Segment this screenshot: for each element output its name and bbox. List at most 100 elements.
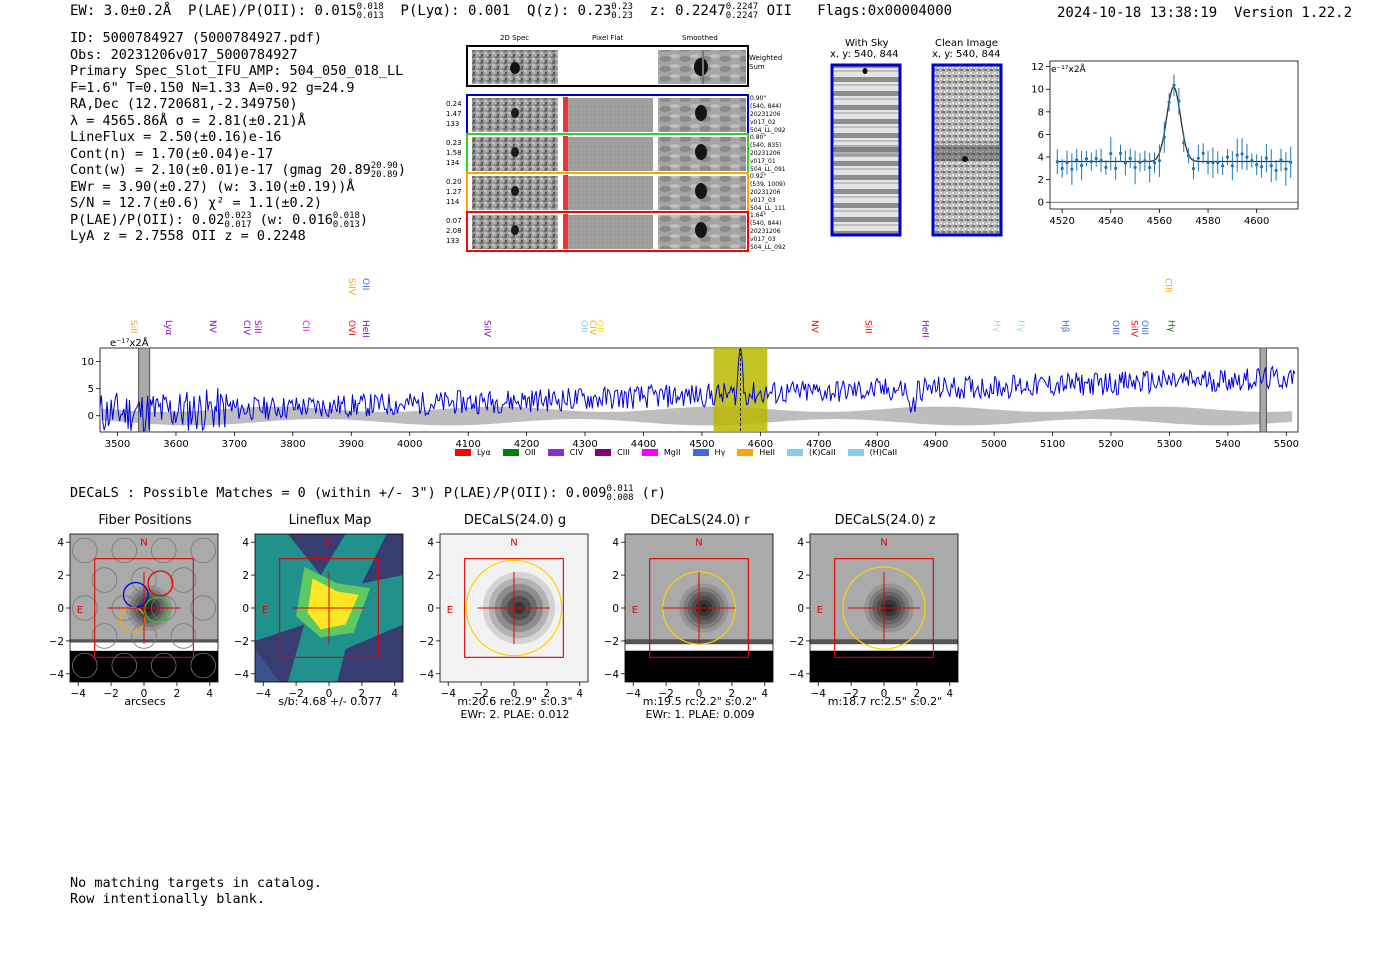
legend-item: OII: [502, 448, 536, 457]
detection-info: ID: 5000784927 (5000784927.pdf) Obs: 202…: [70, 30, 406, 245]
col-2d-spec: 2D Spec: [500, 34, 530, 42]
marker-e: E: [817, 605, 823, 616]
panel-ytick: 0: [242, 603, 249, 615]
fiber-row-info-2: 0.80" (540, 835) 20231206 v017_01 504_LL_091: [750, 134, 786, 173]
summary-flags: Flags:0x00004000: [817, 3, 953, 19]
panel-ytick: 2: [427, 570, 434, 582]
summary-plya: P(Lyα): 0.001: [400, 3, 511, 19]
legend-item: CIII: [595, 448, 630, 457]
legend-swatch: [547, 449, 564, 456]
panel-ytick: −2: [605, 636, 619, 648]
panel-ytick: −2: [790, 636, 804, 648]
zoom-xtick: 4600: [1244, 216, 1269, 227]
panel-xtick: 2: [914, 688, 921, 700]
marker-e: E: [77, 605, 83, 616]
footer-line-1: No matching targets in catalog.: [70, 875, 322, 891]
summary-z: z: 0.2247: [649, 3, 726, 19]
legend-swatch: [737, 449, 754, 456]
info-id: ID: 5000784927 (5000784927.pdf): [70, 30, 322, 46]
weighted-sum-row: [466, 45, 749, 87]
spectrum-line-label: NV: [809, 320, 819, 334]
panel-ytick: 4: [797, 537, 804, 549]
spectrum-line-label: Hβ: [1060, 320, 1070, 333]
marker-n: N: [140, 538, 147, 549]
spectrum-line-label: OII: [579, 320, 589, 332]
spectrum-line-label: CIV: [587, 320, 597, 336]
marker-n: N: [880, 538, 887, 549]
spectrum-xtick: 5000: [981, 439, 1006, 450]
spectrum-line-label: OVI: [346, 320, 356, 336]
marker-e: E: [447, 605, 453, 616]
zoom-xtick: 4520: [1049, 216, 1074, 227]
zoom-ytick: 12: [1031, 62, 1044, 73]
spectrum-legend: Lyα OII CIV CIII MgII Hγ HeII (K)CaII (H)CaII: [455, 448, 909, 457]
panel-xtick: 2: [729, 688, 736, 700]
spectrum-line-label: Hγ: [991, 320, 1001, 333]
col-pixel-flat: Pixel Flat: [592, 34, 624, 42]
panel-xtick: −2: [288, 688, 303, 700]
clean-image-xy: x, y: 540, 844: [932, 49, 1001, 60]
panel-xtick: 4: [576, 688, 583, 700]
marker-e: E: [262, 605, 268, 616]
spectrum-xtick: 5500: [1274, 439, 1299, 450]
spectrum-line-label: OII: [360, 278, 370, 290]
spectra-cutouts: [466, 45, 749, 252]
legend-swatch: [455, 449, 471, 456]
legend-item: MgII: [641, 448, 681, 457]
spectrum-line-label: SiII: [252, 320, 262, 334]
footer-line-2: Row intentionally blank.: [70, 890, 266, 907]
panel-xtick: 4: [761, 688, 768, 700]
legend-item: (H)CaII: [847, 448, 897, 457]
panel-ytick: 4: [612, 537, 619, 549]
legend-item: Hγ: [692, 448, 725, 457]
panel-ytick: 4: [57, 537, 64, 549]
spectrum-ytick: 0: [88, 411, 94, 422]
spectrum-xtick: 4000: [397, 439, 422, 450]
spectrum-xtick: 3500: [105, 439, 130, 450]
clean-image-title: Clean Image: [935, 38, 998, 49]
legend-swatch: [786, 449, 803, 456]
spectrum-line-label: OIII: [1110, 320, 1120, 335]
spectrum-line-label: HeII: [360, 320, 370, 338]
spectrum-line-label: Hγ: [1016, 320, 1026, 333]
image-panel-r: N E −4 −2 0 2 4 4 2 0 −2 −4: [605, 533, 774, 700]
panel-ytick: −4: [790, 669, 804, 681]
legend-swatch: [641, 449, 658, 456]
panel-ytick: 2: [57, 570, 64, 582]
panel-title-flux: Lineflux Map: [288, 513, 372, 528]
panel-ytick: −2: [420, 636, 434, 648]
summary-q-frac: 0.23 0.23: [611, 2, 633, 21]
summary-z-frac: 0.2247 0.2247: [725, 2, 759, 21]
panel-ytick: 2: [612, 570, 619, 582]
panel-xtick: −4: [810, 688, 826, 700]
panel-ytick: 4: [427, 537, 434, 549]
fiber-row-stats-1: 0.24 1.47 133: [446, 100, 462, 128]
spectrum-line-label: OIII: [1139, 320, 1149, 335]
panel-ytick: 2: [242, 570, 249, 582]
info-ewr: EWr = 3.90(±0.27) (w: 3.10(±0.19))Å: [70, 178, 355, 195]
fiber-row-stats-4: 0.07 2.08 133: [446, 217, 462, 245]
timestamp: 2024-10-18 13:38:19: [1057, 5, 1218, 21]
spectrum-line-label: SiII: [128, 320, 138, 334]
zoom-ytick: 2: [1038, 175, 1044, 186]
spectrum-line-label: NV: [207, 320, 217, 334]
panel-caption-g: m:20.6 re:2.9" s:0.3" EWr: 2. PLAE: 0.012: [457, 695, 573, 721]
panel-xtick: 0: [141, 688, 148, 700]
panel-xtick: 0: [326, 688, 333, 700]
image-panel-fibers: N E −4 −2 0 2 4 4 2 0 −2 −4: [50, 533, 219, 700]
info-lambda: λ = 4565.86Å σ = 2.81(±0.21)Å: [70, 112, 306, 129]
panel-ytick: 0: [797, 603, 804, 615]
summary-header: EW: 3.0±0.2Å P(LAE)/P(OII): 0.015 0.018 0.…: [70, 3, 952, 21]
marker-e: E: [632, 605, 638, 616]
info-f-line: F=1.6" T=0.150 N=1.33 A=0.92 g=24.9: [70, 79, 355, 96]
panel-xtick: −4: [255, 688, 271, 700]
info-lineflux: LineFlux = 2.50(±0.16)e-16: [70, 129, 282, 145]
spectrum-xtick: 3600: [163, 439, 188, 450]
spectrum-line-label: OII: [594, 320, 604, 332]
panel-title-fibers: Fiber Positions: [98, 513, 192, 528]
spectrum-xtick: 3800: [280, 439, 305, 450]
panel-xtick: −4: [70, 688, 86, 700]
summary-z-line: OII: [766, 3, 792, 19]
with-sky-xy: x, y: 540, 844: [830, 49, 899, 60]
